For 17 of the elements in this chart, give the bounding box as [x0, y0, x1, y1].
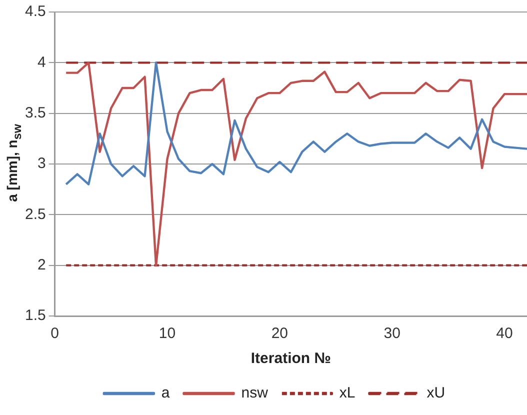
legend-label: nsw — [241, 384, 268, 402]
y-tick-label: 3 — [38, 155, 46, 172]
legend-label: xU — [426, 384, 446, 402]
y-tick-label: 1.5 — [24, 307, 46, 324]
y-tick-label: 4.5 — [24, 3, 46, 20]
x-tick-label: 20 — [271, 325, 288, 342]
x-tick-label: 30 — [384, 325, 400, 342]
x-tick-label: 0 — [50, 325, 60, 342]
legend-label: a — [161, 384, 170, 402]
y-tick-label: 3.5 — [24, 104, 46, 122]
legend-label: xL — [339, 384, 356, 402]
x-axis-title: Iteration № — [250, 350, 331, 368]
y-tick-label: 2.5 — [24, 206, 46, 223]
y-tick-label: 2 — [38, 256, 46, 274]
x-tick-label: 10 — [158, 325, 176, 342]
x-tick-label: 40 — [496, 325, 513, 342]
y-tick-label: 4 — [38, 54, 46, 71]
